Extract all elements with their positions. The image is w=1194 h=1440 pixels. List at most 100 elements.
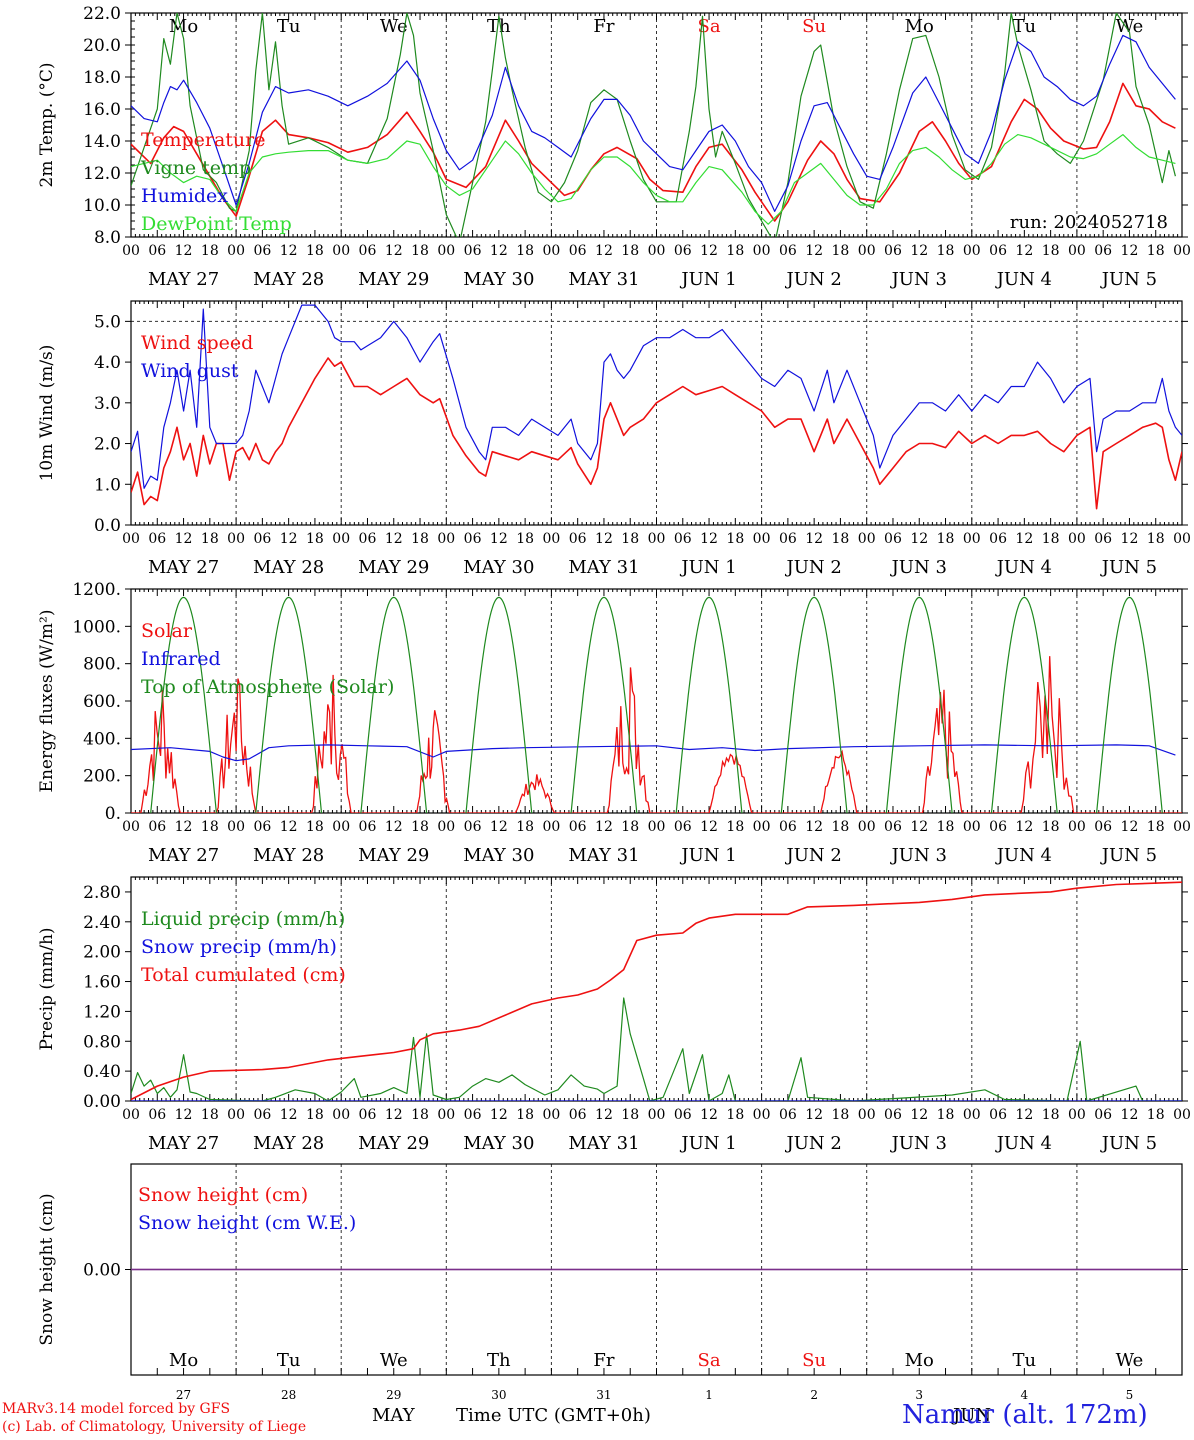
date-label: MAY 28 [253, 557, 324, 578]
hour-label: 00 [227, 819, 245, 835]
hour-label: 00 [858, 243, 876, 259]
y-tick-label: 1000. [72, 617, 121, 637]
hour-label: 18 [411, 531, 429, 547]
hour-label: 12 [280, 819, 298, 835]
hour-label: 12 [805, 531, 823, 547]
day-name: Su [802, 1350, 826, 1371]
month-label: MAY [372, 1405, 415, 1426]
legend-entry: Top of Atmosphere (Solar) [141, 676, 394, 698]
plot-frame [130, 300, 1183, 526]
date-label: JUN 1 [679, 269, 736, 290]
y-tick-label: 4.0 [94, 353, 121, 373]
hour-label: 06 [779, 1107, 797, 1123]
hour-label: 00 [1173, 243, 1191, 259]
series-top-of-atmosphere-solar [150, 596, 1163, 813]
hour-label: 06 [359, 531, 377, 547]
hour-label: 00 [1173, 1107, 1191, 1123]
hour-label: 12 [595, 243, 613, 259]
hour-label: 00 [437, 819, 455, 835]
hour-label: 06 [464, 531, 482, 547]
hour-label: 18 [726, 531, 744, 547]
series-group [131, 13, 1176, 237]
hour-label: 00 [648, 531, 666, 547]
hour-label: 06 [253, 819, 271, 835]
date-label: JUN 2 [784, 557, 841, 578]
hour-label: 18 [1042, 531, 1060, 547]
hour-label: 18 [832, 1107, 850, 1123]
date-label: MAY 27 [148, 557, 219, 578]
hour-label: 18 [621, 819, 639, 835]
hour-label: 00 [963, 1107, 981, 1123]
day-name: Fr [593, 16, 614, 37]
hour-label: 06 [253, 1107, 271, 1123]
hour-label: 06 [989, 819, 1007, 835]
hour-label: 12 [1015, 243, 1033, 259]
day-number: 3 [915, 1388, 923, 1402]
day-number: 2 [810, 1388, 818, 1402]
hour-label: 00 [227, 1107, 245, 1123]
hour-label: 12 [910, 1107, 928, 1123]
day-name: Tu [277, 1350, 301, 1371]
month-label-2: JUN [953, 1405, 992, 1426]
hour-label: 00 [963, 819, 981, 835]
date-label: JUN 3 [890, 557, 947, 578]
hour-label: 00 [332, 819, 350, 835]
hour-label: 06 [1094, 1107, 1112, 1123]
hour-label: 06 [569, 1107, 587, 1123]
hour-label: 12 [280, 1107, 298, 1123]
hour-label: 06 [989, 531, 1007, 547]
hour-label: 00 [332, 1107, 350, 1123]
hour-label: 06 [253, 243, 271, 259]
legend-entry: Liquid precip (mm/h) [141, 908, 345, 930]
hour-label: 06 [359, 819, 377, 835]
hour-label: 06 [464, 243, 482, 259]
day-name: Su [802, 16, 826, 37]
y-axis-label: Precip (mm/h) [37, 927, 57, 1050]
series-dewpoint-temp [131, 134, 1176, 225]
y-tick-label: 2.00 [83, 943, 121, 963]
y-tick-label: 1.60 [83, 973, 121, 993]
series-group [131, 596, 1182, 813]
hour-label: 00 [332, 243, 350, 259]
hour-label: 06 [148, 531, 166, 547]
legend-entry: Total cumulated (cm) [141, 964, 346, 986]
hour-label: 06 [1094, 243, 1112, 259]
y-tick-label: 200. [83, 767, 121, 787]
hour-label: 12 [700, 1107, 718, 1123]
hour-label: 00 [753, 1107, 771, 1123]
day-name: Tu [1013, 16, 1037, 37]
legend-entry: DewPoint Temp [141, 213, 292, 235]
day-name: Th [487, 1350, 511, 1371]
hour-label: 18 [726, 243, 744, 259]
hour-label: 00 [1173, 531, 1191, 547]
time-axis-label: Time UTC (GMT+0h) [456, 1405, 651, 1426]
hour-label: 18 [411, 1107, 429, 1123]
date-label: JUN 4 [995, 1133, 1052, 1154]
date-label: JUN 5 [1100, 557, 1157, 578]
series-vigne-temp [131, 13, 1176, 237]
hour-label: 18 [306, 1107, 324, 1123]
hour-label: 18 [726, 819, 744, 835]
y-tick-label: 1200. [72, 580, 121, 600]
date-label: JUN 5 [1100, 269, 1157, 290]
day-name: Tu [1013, 1350, 1037, 1371]
legend-entry: Vigne temp [140, 157, 251, 179]
hour-label: 00 [1068, 243, 1086, 259]
panel-1: 8.0 10.0 12.0 14.0 16.0 18.0 20.0 22.0 2m Temp. … [37, 4, 1191, 290]
date-label: MAY 27 [148, 845, 219, 866]
date-label: JUN 3 [890, 1133, 947, 1154]
legend-entry: Snow height (cm W.E.) [138, 1212, 356, 1234]
series-temperature [131, 82, 1176, 222]
hour-label: 06 [989, 243, 1007, 259]
y-tick-label: 0.80 [83, 1032, 121, 1052]
hour-label: 06 [989, 1107, 1007, 1123]
hour-label: 18 [832, 243, 850, 259]
hour-label: 06 [569, 819, 587, 835]
hour-label: 00 [437, 1107, 455, 1123]
day-number: 5 [1126, 1388, 1134, 1402]
series-humidex [131, 34, 1176, 212]
hour-label: 12 [1121, 243, 1139, 259]
hour-label: 00 [963, 531, 981, 547]
hour-label: 00 [122, 531, 140, 547]
